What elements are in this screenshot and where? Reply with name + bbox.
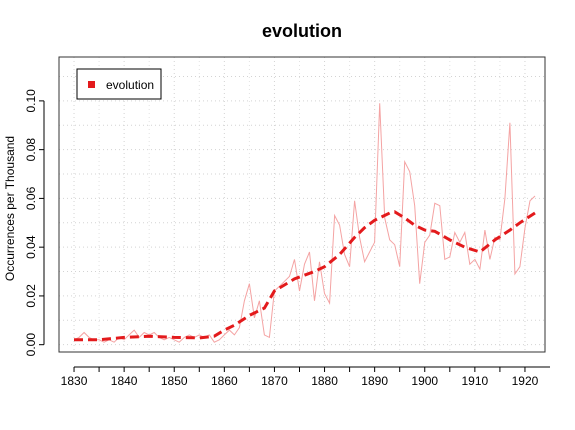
- axes: 1830 1840 1850 1860 1870 1880 1890 1900 1910 1920…: [24, 89, 551, 388]
- chart-title: evolution: [262, 21, 342, 41]
- grid: [59, 57, 545, 352]
- legend-key-swatch: [88, 81, 95, 88]
- plot-frame: [58, 56, 546, 353]
- x-tick-label: 1920: [512, 374, 539, 388]
- y-tick-label: 0.02: [24, 284, 38, 308]
- x-tick-label: 1900: [411, 374, 438, 388]
- series-line-raw: [73, 103, 536, 343]
- legend-entry-evolution: evolution: [106, 78, 154, 92]
- legend: evolution: [76, 68, 162, 100]
- x-tick-label: 1880: [311, 374, 338, 388]
- x-tick-label: 1910: [462, 374, 489, 388]
- x-tick-label: 1840: [111, 374, 138, 388]
- y-tick-label: 0.06: [24, 186, 38, 210]
- y-tick-label: 0.10: [24, 89, 38, 113]
- x-tick-label: 1860: [211, 374, 238, 388]
- y-axis-label: Occurrences per Thousand: [3, 136, 17, 281]
- y-tick-label: 0.04: [24, 235, 38, 259]
- x-tick-label: 1830: [61, 374, 88, 388]
- plot-series: [73, 103, 536, 343]
- x-tick-label: 1850: [161, 374, 188, 388]
- y-tick-label: 0.00: [24, 333, 38, 357]
- x-tick-label: 1870: [261, 374, 288, 388]
- series-line-smoothed: [74, 210, 536, 342]
- y-tick-label: 0.08: [24, 138, 38, 162]
- x-tick-label: 1890: [361, 374, 388, 388]
